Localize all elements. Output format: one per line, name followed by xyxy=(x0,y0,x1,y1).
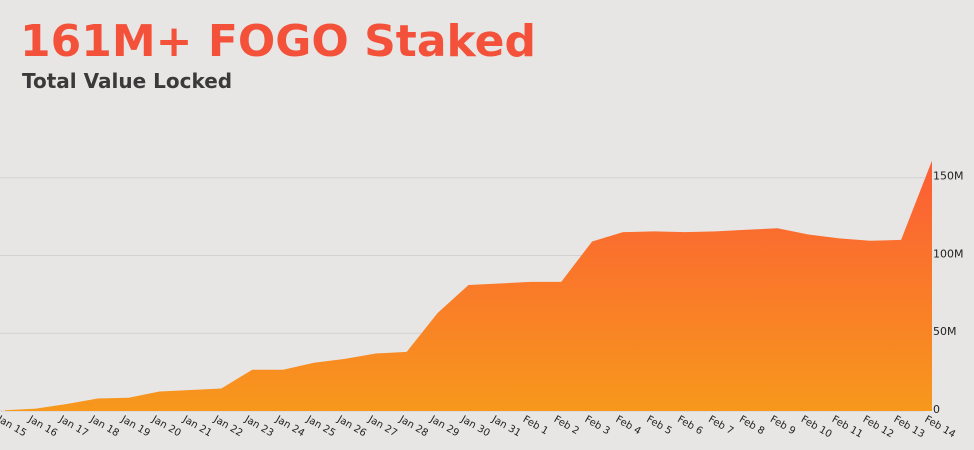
area xyxy=(5,160,932,411)
y-tick-label: 50M xyxy=(933,325,957,338)
chart-subtitle: Total Value Locked xyxy=(22,69,232,93)
y-tick-label: 150M xyxy=(933,170,964,183)
y-tick-label: 100M xyxy=(933,247,964,260)
chart-title: 161M+ FOGO Staked xyxy=(20,16,536,67)
y-tick-label: 0 xyxy=(933,403,940,416)
